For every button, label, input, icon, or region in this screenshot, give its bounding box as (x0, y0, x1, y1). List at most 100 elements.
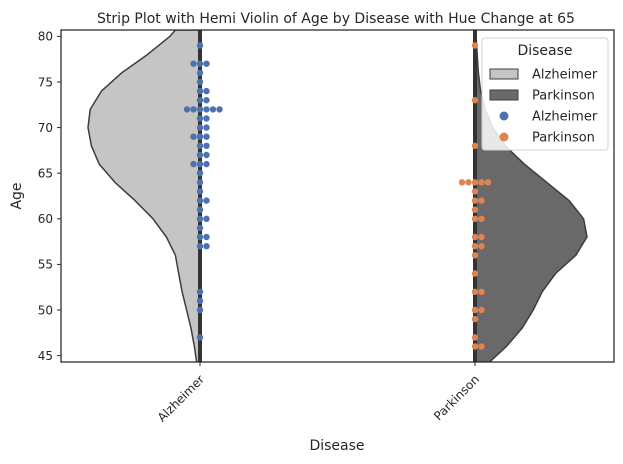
strip-point-alzheimer (190, 60, 197, 67)
x-axis-label: Disease (309, 438, 364, 454)
chart-title: Strip Plot with Hemi Violin of Age by Di… (97, 11, 575, 27)
strip-point-alzheimer (196, 42, 204, 49)
strip-point-alzheimer (190, 133, 197, 140)
strip-point-alzheimer (196, 115, 204, 122)
strip-point-alzheimer (196, 297, 204, 305)
y-tick-label: 50 (38, 303, 53, 317)
strip-point-parkinson (471, 334, 479, 341)
y-tick-label: 55 (38, 258, 53, 272)
legend: Disease Alzheimer Parkinson Alzheimer Parkin… (481, 37, 609, 151)
plot-content (87, 30, 588, 362)
legend-label: Parkinson (532, 89, 595, 104)
strip-point-alzheimer (203, 133, 210, 140)
strip-point-parkinson (471, 243, 479, 250)
strip-point-alzheimer (196, 197, 204, 204)
y-tick-label: 45 (38, 349, 53, 363)
strip-point-parkinson (478, 215, 485, 222)
strip-point-alzheimer (196, 188, 204, 195)
strip-point-alzheimer (196, 233, 204, 241)
strip-point-parkinson (478, 233, 485, 241)
strip-point-alzheimer (209, 106, 217, 113)
strip-point-parkinson (484, 179, 492, 186)
strip-point-alzheimer (203, 60, 210, 67)
strip-point-parkinson (471, 142, 479, 149)
y-axis-label: Age (9, 182, 25, 209)
strip-point-parkinson (471, 343, 479, 350)
strip-point-alzheimer (203, 151, 210, 159)
strip-point-parkinson (471, 315, 479, 323)
strip-point-parkinson (458, 179, 466, 186)
strip-point-alzheimer (203, 197, 210, 204)
strip-point-alzheimer (203, 97, 210, 104)
strip-point-parkinson (478, 179, 485, 186)
strip-point-parkinson (471, 215, 479, 222)
strip-point-parkinson (478, 288, 485, 295)
legend-label: Alzheimer (532, 68, 598, 83)
strip-point-alzheimer (196, 142, 204, 149)
y-axis: 45 50 55 60 65 70 75 80 (38, 30, 61, 363)
strip-point-alzheimer (196, 133, 204, 140)
strip-point-parkinson (478, 197, 485, 204)
strip-point-alzheimer (196, 97, 204, 104)
strip-point-alzheimer (196, 224, 204, 232)
plot-area (87, 30, 588, 362)
strip-point-parkinson (471, 97, 479, 104)
strip-point-parkinson (478, 306, 485, 314)
y-tick-label: 80 (38, 30, 53, 44)
strip-point-alzheimer (190, 106, 197, 113)
strip-point-parkinson (471, 270, 479, 277)
strip-point-alzheimer (203, 160, 210, 168)
strip-point-alzheimer (196, 60, 204, 67)
strip-point-alzheimer (196, 78, 204, 86)
strip-point-alzheimer (203, 124, 210, 131)
violin-alzheimer (87, 30, 201, 362)
strip-point-alzheimer (203, 142, 210, 149)
strip-point-parkinson (471, 206, 479, 213)
strip-point-parkinson (471, 188, 479, 195)
strip-point-alzheimer (196, 306, 204, 314)
strip-point-parkinson (471, 233, 479, 241)
strip-point-alzheimer (203, 106, 210, 113)
strip-point-alzheimer (203, 215, 210, 222)
strip-point-alzheimer (196, 69, 204, 77)
plot-frame (60, 29, 615, 363)
strip-point-alzheimer (190, 160, 197, 168)
strip-point-alzheimer (196, 106, 204, 113)
strip-point-parkinson (478, 243, 485, 250)
strip-point-alzheimer (196, 160, 204, 168)
strip-point-parkinson (465, 179, 472, 186)
strip-point-alzheimer (196, 288, 204, 295)
strip-point-parkinson (471, 252, 479, 259)
strip-point-parkinson (471, 197, 479, 204)
strip-point-alzheimer (203, 243, 210, 250)
y-tick-label: 70 (38, 121, 53, 135)
strip-point-alzheimer (196, 151, 204, 159)
legend-patch-parkinson (489, 89, 519, 101)
strip-point-alzheimer (196, 87, 204, 95)
y-tick-label: 60 (38, 212, 53, 226)
strip-point-parkinson (478, 343, 485, 350)
y-tick-label: 75 (38, 75, 53, 89)
legend-label: Alzheimer (532, 110, 598, 125)
strip-point-alzheimer (196, 206, 204, 213)
strip-point-alzheimer (216, 106, 223, 113)
strip-point-alzheimer (203, 233, 210, 241)
legend-label: Parkinson (532, 131, 595, 146)
strip-point-alzheimer (183, 106, 191, 113)
strip-point-parkinson (471, 306, 479, 314)
strip-point-alzheimer (196, 170, 204, 177)
strip-point-alzheimer (203, 115, 210, 122)
strip-point-alzheimer (196, 124, 204, 131)
y-tick-label: 65 (38, 166, 53, 180)
legend-patch-alzheimer (489, 68, 519, 80)
violin-parkinson (474, 30, 588, 362)
strip-point-alzheimer (196, 243, 204, 250)
legend-marker-alzheimer (499, 111, 509, 121)
strip-point-alzheimer (196, 334, 204, 341)
legend-title: Disease (517, 43, 572, 59)
legend-marker-parkinson (499, 132, 509, 142)
strip-point-parkinson (471, 42, 479, 49)
strip-point-alzheimer (196, 215, 204, 222)
strip-point-parkinson (471, 288, 479, 295)
